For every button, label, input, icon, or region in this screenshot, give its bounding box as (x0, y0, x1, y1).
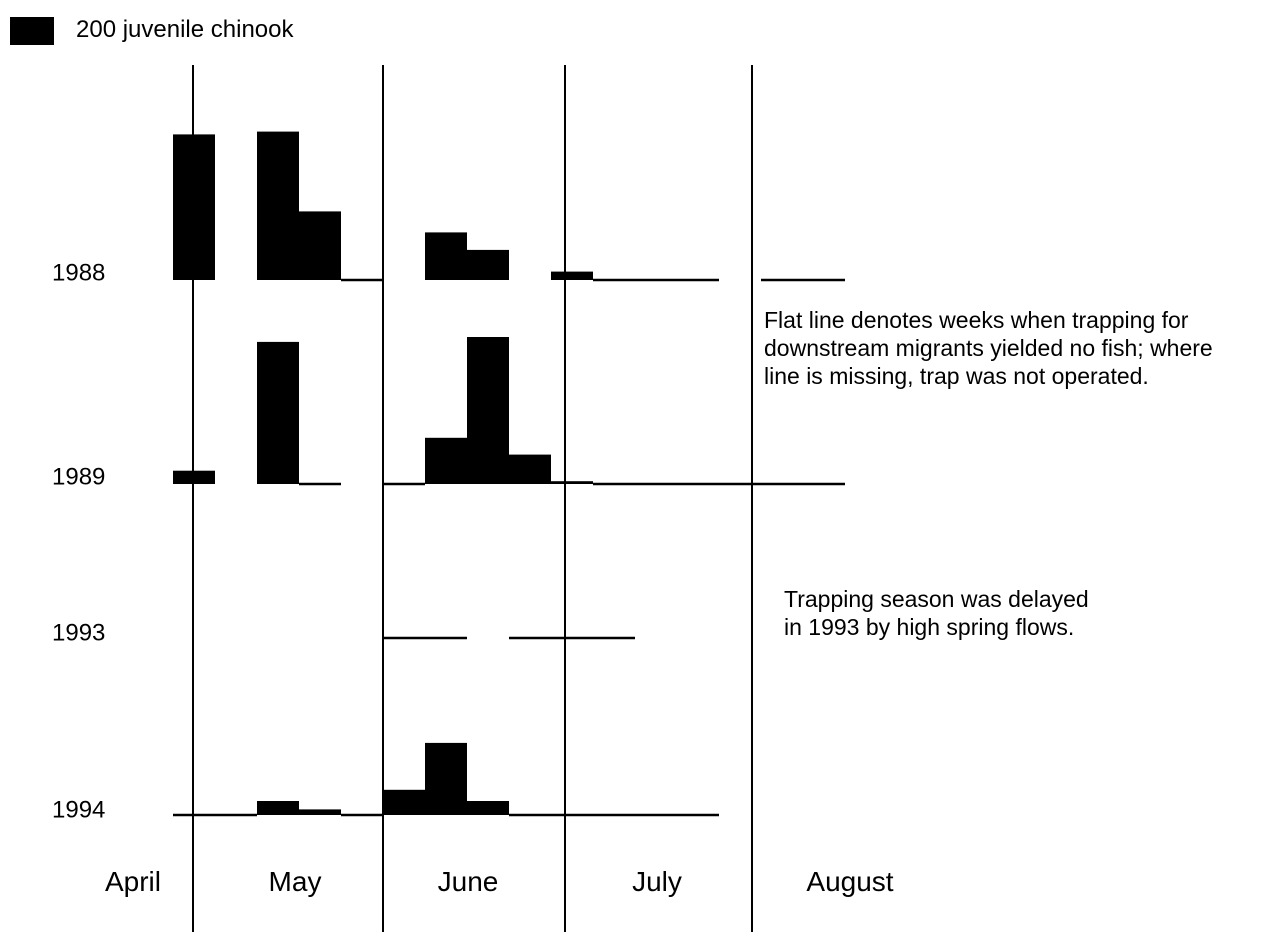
annotation: in 1993 by high spring flows. (784, 614, 1074, 640)
year-label: 1993 (52, 619, 105, 646)
bar (257, 801, 299, 815)
bar (383, 789, 425, 815)
bar (299, 809, 341, 815)
bar (173, 134, 215, 280)
bar (425, 742, 467, 815)
bar (257, 131, 299, 280)
bar (257, 341, 299, 484)
month-label: May (269, 866, 322, 897)
bar (467, 249, 509, 280)
annotation: Flat line denotes weeks when trapping fo… (764, 307, 1189, 333)
month-label: June (438, 866, 499, 897)
bar (467, 801, 509, 815)
legend-label: 200 juvenile chinook (76, 16, 294, 43)
year-label: 1988 (52, 259, 105, 286)
bar (299, 211, 341, 280)
annotation: downstream migrants yielded no fish; whe… (764, 335, 1213, 361)
month-label: July (632, 866, 682, 897)
bar (173, 470, 215, 484)
bar (467, 337, 509, 484)
month-lines (192, 65, 753, 932)
legend-swatch (10, 17, 54, 45)
year-label: 1994 (52, 796, 105, 823)
month-label: August (806, 866, 893, 897)
bar (425, 437, 467, 484)
year-label: 1989 (52, 463, 105, 490)
bar (551, 271, 593, 280)
month-label: April (105, 866, 161, 897)
annotation: Trapping season was delayed (784, 586, 1089, 612)
annotation: line is missing, trap was not operated. (764, 363, 1149, 389)
bar (551, 481, 593, 484)
bar (425, 232, 467, 280)
bar (509, 454, 551, 484)
